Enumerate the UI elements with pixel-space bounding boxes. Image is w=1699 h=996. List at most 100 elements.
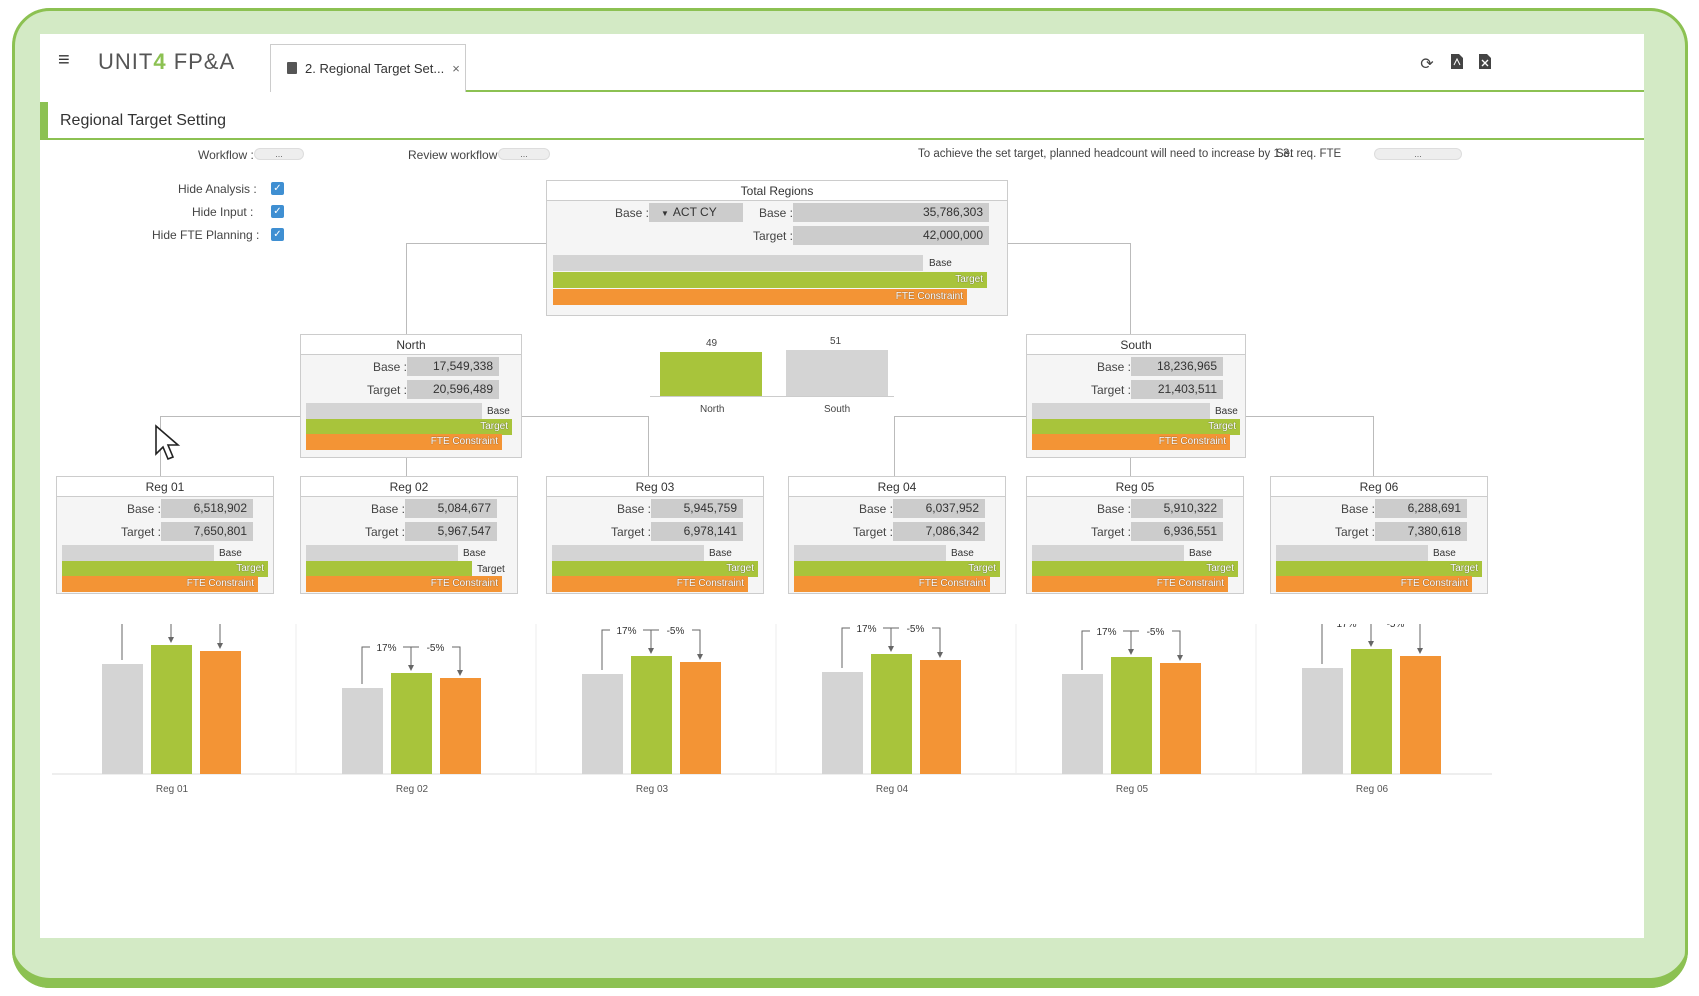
base-value: 5,084,677	[405, 499, 497, 518]
arrow-down-icon	[217, 643, 223, 649]
hide-fte-planning-checkbox[interactable]: ✓	[271, 228, 284, 241]
fte-constraint-bar: FTE Constraint	[552, 576, 748, 592]
hide-fte-planning-label: Hide FTE Planning :	[152, 228, 260, 242]
target-value[interactable]: 7,650,801	[161, 522, 253, 541]
delta-label: 17%	[1336, 624, 1356, 630]
target-label: Target :	[753, 229, 794, 243]
bar-base	[342, 688, 383, 774]
chevron-down-icon: ▼	[661, 209, 669, 218]
category-label: South	[824, 404, 851, 415]
node-reg-04: Reg 04 Base :6,037,952 Target :7,086,342 Ba…	[788, 476, 1006, 594]
node-reg-05: Reg 05 Base :5,910,322 Target :6,936,551 Ba…	[1026, 476, 1244, 594]
connector	[406, 458, 407, 476]
connector	[1006, 243, 1130, 244]
node-south: South Base : 18,236,965 Target : 21,403,…	[1026, 334, 1246, 458]
target-label: Target :	[1335, 525, 1376, 539]
hide-analysis-checkbox[interactable]: ✓	[271, 182, 284, 195]
workflow-button[interactable]: ...	[254, 148, 304, 160]
target-value[interactable]: 20,596,489	[407, 380, 499, 399]
fte-constraint-bar: FTE Constraint	[306, 576, 502, 592]
base-bar-label: Base	[463, 548, 486, 559]
target-value[interactable]: 42,000,000	[793, 226, 989, 245]
hide-analysis-label: Hide Analysis :	[178, 182, 257, 196]
target-bar-label: Target	[477, 564, 505, 575]
target-bar: Target	[794, 561, 1000, 577]
hamburger-menu-icon[interactable]: ≡	[58, 49, 70, 71]
connector	[894, 416, 895, 476]
base-value: 35,786,303	[793, 203, 989, 222]
target-label: Target :	[121, 525, 162, 539]
target-bar: Target	[1276, 561, 1482, 577]
connector	[1130, 458, 1131, 476]
connector	[648, 416, 649, 476]
hide-input-checkbox[interactable]: ✓	[271, 205, 284, 218]
target-value[interactable]: 7,086,342	[893, 522, 985, 541]
logo-four: 4	[153, 49, 167, 74]
target-value[interactable]: 7,380,618	[1375, 522, 1467, 541]
target-bar: Target	[306, 419, 512, 435]
pdf-icon[interactable]	[1448, 54, 1466, 74]
topbar-divider	[466, 90, 1644, 92]
tab-regional-target-setting[interactable]: 2. Regional Target Set... ×	[270, 44, 466, 92]
delta-label: 17%	[856, 624, 876, 635]
base-value: 5,910,322	[1131, 499, 1223, 518]
delta-label: -5%	[907, 624, 925, 635]
base-label: Base :	[127, 502, 162, 516]
base-bar	[553, 255, 923, 271]
review-workflow-button[interactable]: ...	[498, 148, 550, 160]
app-frame-border	[12, 8, 1688, 988]
base-bar	[1032, 403, 1210, 419]
fte-constraint-bar: FTE Constraint	[553, 289, 967, 305]
excel-icon[interactable]	[1476, 54, 1494, 74]
bar-base	[1062, 674, 1103, 774]
base-label: Base :	[371, 502, 406, 516]
base-bar	[62, 545, 214, 561]
base-select-dropdown[interactable]: ▼ ACT CY	[649, 203, 743, 222]
bar-target	[151, 645, 192, 774]
node-title: Reg 01	[57, 477, 273, 497]
top-bar: ≡ UNIT4 FP&A 2. Regional Target Set... × …	[40, 34, 1644, 92]
bar-fte-constraint	[680, 662, 721, 774]
bar-target	[391, 673, 432, 774]
target-value[interactable]: 5,967,547	[405, 522, 497, 541]
target-value[interactable]: 21,403,511	[1131, 380, 1223, 399]
base-value: 17,549,338	[407, 357, 499, 376]
app-window: ≡ UNIT4 FP&A 2. Regional Target Set... × …	[40, 34, 1644, 938]
base-label: Base :	[859, 502, 894, 516]
set-req-fte-label: Set req. FTE	[1276, 148, 1342, 160]
target-value[interactable]: 6,936,551	[1131, 522, 1223, 541]
bar-fte-constraint	[1400, 656, 1441, 774]
connector	[406, 243, 548, 244]
delta-label: 17%	[136, 624, 156, 626]
node-title: Reg 05	[1027, 477, 1243, 497]
arrow-down-icon	[937, 652, 943, 658]
target-value[interactable]: 6,978,141	[651, 522, 743, 541]
review-workflow-label: Review workflow	[408, 148, 498, 162]
base-bar-label: Base	[219, 548, 242, 559]
logo-suffix: FP&A	[166, 49, 236, 74]
tab-close-icon[interactable]: ×	[452, 61, 460, 76]
delta-label: -5%	[187, 624, 205, 626]
base-bar-label: Base	[1189, 548, 1212, 559]
bar-base	[1302, 668, 1343, 774]
set-req-fte-button[interactable]: ...	[1374, 148, 1462, 160]
fte-constraint-bar: FTE Constraint	[306, 434, 502, 450]
node-total-regions: Total Regions Base : ▼ ACT CY Base : 35,7…	[546, 180, 1008, 316]
category-label: Reg 03	[636, 784, 669, 795]
target-label: Target :	[367, 383, 408, 397]
node-title: Reg 06	[1271, 477, 1487, 497]
bar-fte-constraint	[920, 660, 961, 774]
bar-base	[582, 674, 623, 774]
base-value: 6,037,952	[893, 499, 985, 518]
node-reg-01: Reg 01 Base :6,518,902 Target :7,650,801 Ba…	[56, 476, 274, 594]
mouse-cursor-icon	[155, 424, 181, 461]
connector	[160, 416, 302, 417]
bar-base	[822, 672, 863, 774]
refresh-icon[interactable]: ⟳	[1420, 56, 1434, 73]
delta-bracket	[1130, 630, 1181, 657]
base-bar	[306, 403, 482, 419]
page-header: Regional Target Setting	[40, 102, 1644, 140]
base-label: Base :	[617, 502, 652, 516]
app-logo: UNIT4 FP&A	[98, 49, 235, 75]
category-label: Reg 06	[1356, 784, 1389, 795]
